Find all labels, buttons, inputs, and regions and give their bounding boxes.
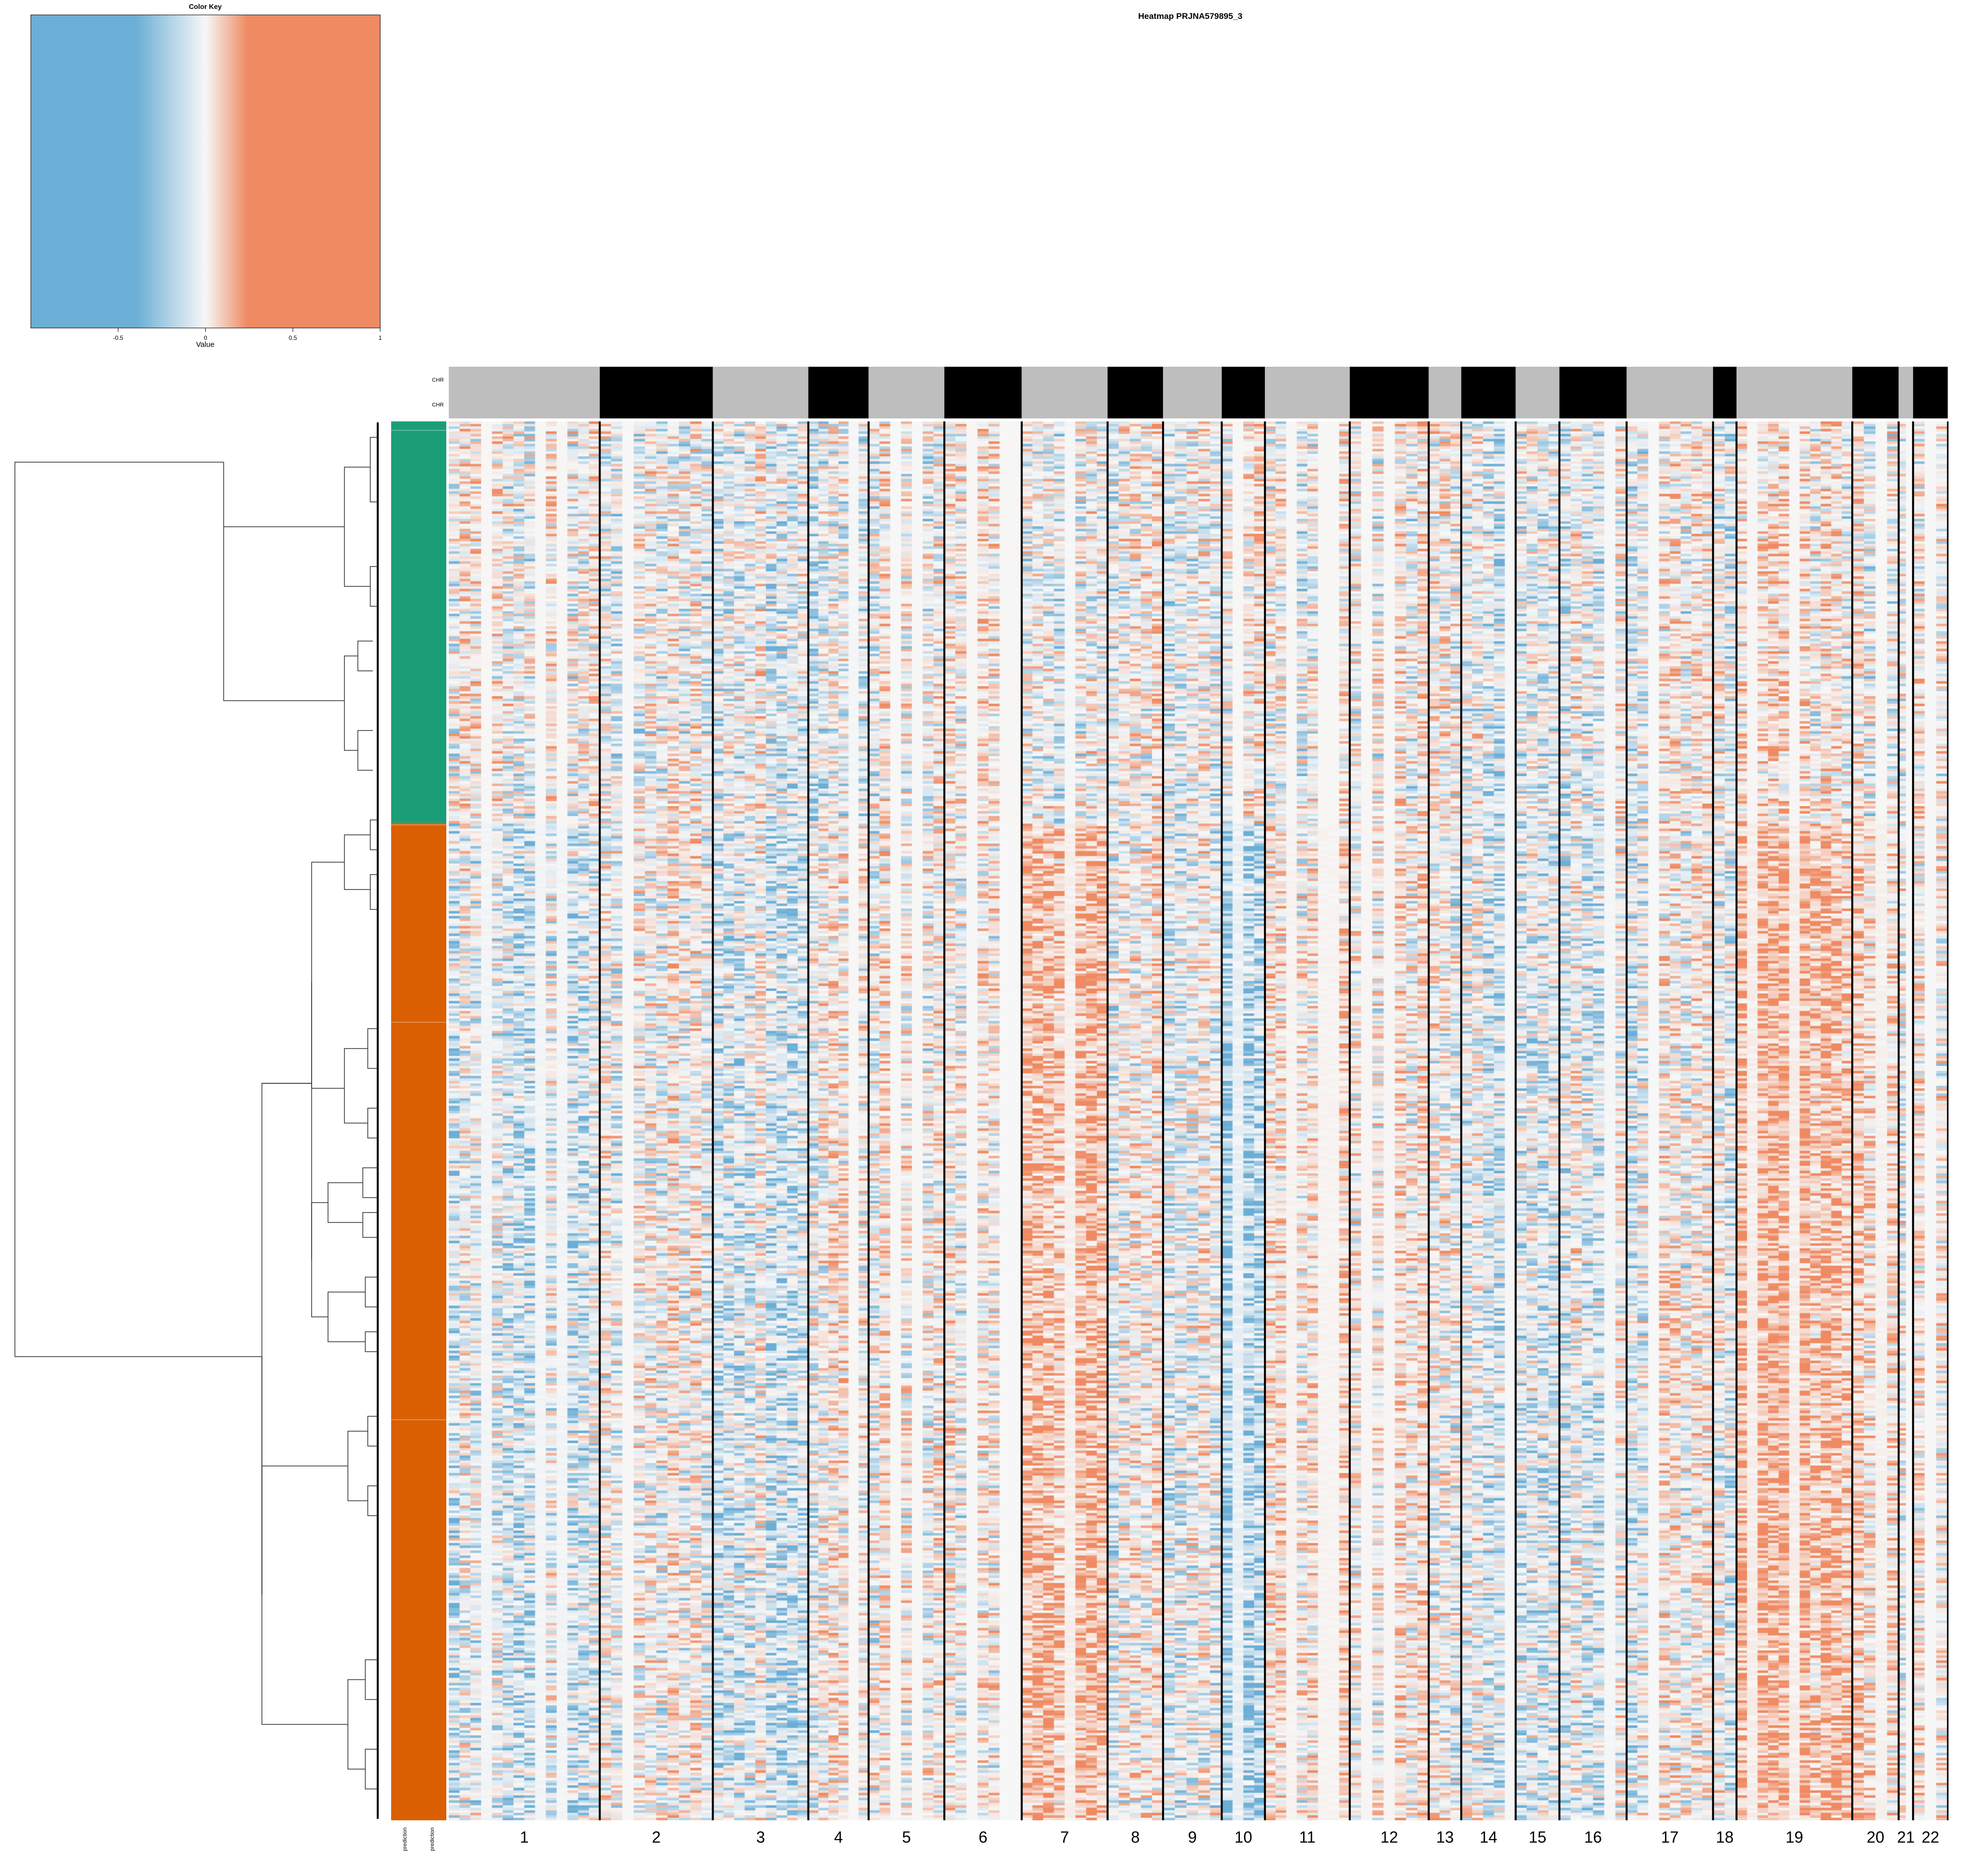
chromosome-labels: 1 2 3 4 5 6 7 8 9 10 11 12 13 14 15 16 17 18 19 20 21 22 bbox=[520, 1828, 1939, 1846]
chr-label-21: 21 bbox=[1897, 1828, 1915, 1846]
color-key: Color Key -0.5 0 0.5 1 Value bbox=[30, 2, 382, 349]
chr-label-20: 20 bbox=[1867, 1828, 1885, 1846]
chr-band-8 bbox=[1107, 367, 1163, 418]
chr-label-3: 3 bbox=[756, 1828, 765, 1846]
chr-band-6 bbox=[944, 367, 1022, 418]
chr-label-9: 9 bbox=[1188, 1828, 1197, 1846]
chr-band-3 bbox=[713, 367, 809, 418]
color-key-xlabel: Value bbox=[196, 340, 214, 349]
chr-label-10: 10 bbox=[1235, 1828, 1252, 1846]
chr-label-14: 14 bbox=[1480, 1828, 1497, 1846]
chr-band-5 bbox=[868, 367, 945, 418]
chr-band-11 bbox=[1265, 367, 1350, 418]
chromosome-annotation: CHR CHR bbox=[432, 367, 1948, 418]
row-dendrogram bbox=[14, 422, 379, 1819]
heatmap-cells bbox=[449, 421, 1948, 1820]
chromosome-dividers bbox=[598, 421, 1949, 1820]
chr-band-21 bbox=[1899, 367, 1913, 418]
chr-label-16: 16 bbox=[1584, 1828, 1602, 1846]
chr-band-12 bbox=[1349, 367, 1429, 418]
prediction-sidebar bbox=[391, 421, 446, 1820]
chr-label-5: 5 bbox=[902, 1828, 911, 1846]
chr-band-2 bbox=[599, 367, 713, 418]
chr-label-19: 19 bbox=[1786, 1828, 1804, 1846]
chr-band-13 bbox=[1428, 367, 1462, 418]
color-key-tick-label: 0.5 bbox=[289, 334, 297, 341]
chr-band-20 bbox=[1852, 367, 1899, 418]
chr-band-4 bbox=[808, 367, 869, 418]
color-key-ticks: -0.5 0 0.5 1 bbox=[113, 328, 382, 341]
chr-label-1: 1 bbox=[520, 1828, 529, 1846]
prediction-label-2: prediction bbox=[429, 1827, 435, 1851]
chr-band-17 bbox=[1626, 367, 1713, 418]
chr-band-14 bbox=[1461, 367, 1516, 418]
chr-band-16 bbox=[1559, 367, 1627, 418]
chr-band-18 bbox=[1713, 367, 1737, 418]
chr-label-2: 2 bbox=[652, 1828, 661, 1846]
chr-label-13: 13 bbox=[1436, 1828, 1454, 1846]
color-key-title: Color Key bbox=[189, 2, 222, 10]
chr-label-4: 4 bbox=[834, 1828, 843, 1846]
color-key-gradient bbox=[30, 14, 381, 328]
color-key-tick-label: -0.5 bbox=[113, 334, 123, 341]
chr-label-11: 11 bbox=[1299, 1828, 1316, 1846]
chr-band-9 bbox=[1163, 367, 1222, 418]
chr-band-15 bbox=[1515, 367, 1560, 418]
chr-band-22 bbox=[1913, 367, 1948, 418]
chr-label-17: 17 bbox=[1661, 1828, 1679, 1846]
prediction-label-1: prediction bbox=[402, 1827, 408, 1851]
chr-band-19 bbox=[1736, 367, 1852, 418]
chart-title: Heatmap PRJNA579895_3 bbox=[1138, 11, 1242, 21]
chr-label-22: 22 bbox=[1921, 1828, 1939, 1846]
color-key-tick-label: 0 bbox=[204, 334, 207, 341]
prediction-group-2 bbox=[391, 822, 446, 1820]
prediction-group-1 bbox=[391, 421, 446, 823]
chr-band-1 bbox=[449, 367, 600, 418]
chr-label-15: 15 bbox=[1529, 1828, 1547, 1846]
chr-label-12: 12 bbox=[1380, 1828, 1398, 1846]
chr-label-7: 7 bbox=[1060, 1828, 1069, 1846]
chr-row-label-2: CHR bbox=[432, 402, 444, 408]
chr-band-10 bbox=[1222, 367, 1265, 418]
chr-band-7 bbox=[1021, 367, 1108, 418]
chr-row-label-1: CHR bbox=[432, 377, 444, 383]
chr-label-8: 8 bbox=[1131, 1828, 1140, 1846]
chr-label-6: 6 bbox=[979, 1828, 988, 1846]
heatmap-matrix bbox=[449, 421, 1948, 1820]
chr-label-18: 18 bbox=[1716, 1828, 1734, 1846]
color-key-tick-label: 1 bbox=[379, 334, 382, 341]
